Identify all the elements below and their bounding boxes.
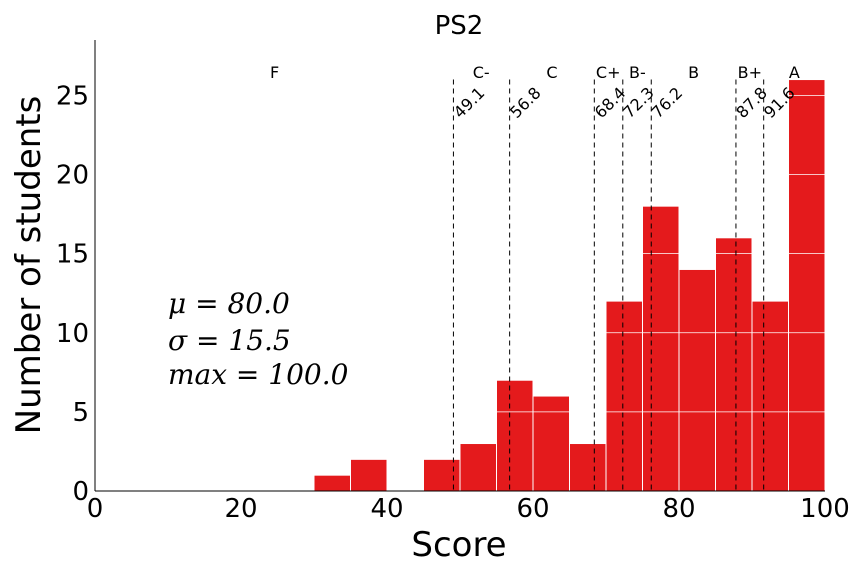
y-tick-label-0: 0 [72,477,89,507]
y-tick-label-5: 25 [56,81,89,111]
x-axis-label: Score [411,525,506,565]
grade-letter-2: C [546,63,557,82]
y-axis-label: Number of students [9,96,49,435]
histogram-bar-6 [532,395,570,492]
x-tick-label-2: 40 [370,494,403,524]
grade-letter-6: B+ [738,63,762,82]
cutoff-layer [452,79,765,491]
x-tick-label-4: 80 [662,494,695,524]
histogram-bar-1 [350,458,388,492]
histogram-bar-13 [788,79,826,492]
grade-letter-5: B [688,63,699,82]
cutoff-label-0: 49.1 [450,83,489,122]
y-tick-label-1: 5 [72,398,89,428]
x-tick-labels: 0 20 40 60 80 100 [87,494,850,524]
histogram-bar-8 [605,300,643,492]
cutoff-label-1: 56.8 [506,83,545,122]
chart-title: PS2 [435,11,484,41]
x-tick-label-1: 20 [224,494,257,524]
bars-layer [313,79,826,492]
grade-letter-0: F [270,63,279,82]
grade-letter-3: C+ [596,63,621,82]
grade-letter-7: A [789,63,800,82]
stat-max: max = 100.0 [168,358,348,391]
grid-layer [95,94,825,413]
stat-sigma: σ = 15.5 [168,324,291,357]
x-tick-label-5: 100 [800,494,850,524]
stat-mean: μ = 80.0 [168,287,290,320]
x-tick-label-3: 60 [516,494,549,524]
histogram-bar-4 [459,443,497,492]
histogram-bar-9 [642,205,680,492]
histogram-bar-7 [569,443,607,492]
grade-letter-4: B- [629,63,646,82]
cutoff-label-2: 68.4 [591,83,630,122]
axes-layer [94,40,825,492]
histogram-bar-11 [715,237,753,492]
histogram-bar-0 [313,474,351,492]
y-tick-labels: 0 5 10 15 20 25 [56,81,89,507]
cutoff-labels: 49.1 56.8 68.472.376.2 87.891.6 [450,83,799,122]
histogram-bar-3 [423,458,461,492]
y-tick-label-3: 15 [56,240,89,270]
grade-labels: F C- C C+ B- B B+ A [270,63,800,82]
histogram-bar-10 [678,268,716,492]
x-tick-label-0: 0 [87,494,104,524]
cutoff-label-3: 72.3 [619,83,658,122]
y-tick-label-4: 20 [56,161,89,191]
histogram-bar-12 [751,300,789,492]
histogram-bar-5 [496,379,534,492]
y-tick-label-2: 10 [56,319,89,349]
cutoff-label-4: 76.2 [648,83,687,122]
grade-letter-1: C- [473,63,490,82]
